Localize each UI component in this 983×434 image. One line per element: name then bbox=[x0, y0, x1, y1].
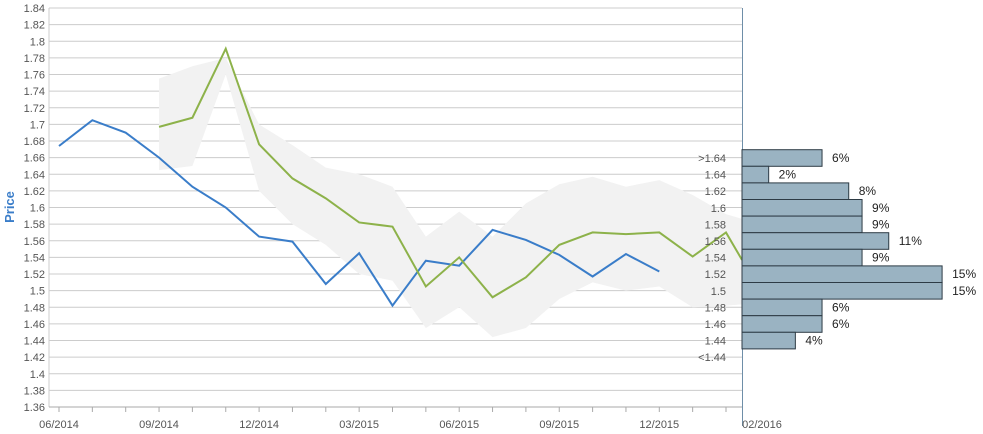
distribution-bars: >1.64 6% 1.64 2% 1.62 8% 1.6 9% 1.58 9% 1.56 11% 1.5… bbox=[698, 149, 976, 364]
distribution-percent-label: 6% bbox=[832, 317, 850, 331]
distribution-bar bbox=[741, 165, 770, 184]
y-tick-label: 1.72 bbox=[24, 103, 45, 115]
distribution-bin-label: 1.48 bbox=[705, 302, 726, 314]
distribution-percent-label: 9% bbox=[872, 251, 890, 265]
distribution-bar bbox=[741, 331, 796, 350]
y-tick-label: 1.78 bbox=[24, 53, 45, 65]
distribution-bar bbox=[741, 149, 823, 167]
distribution-bar bbox=[741, 199, 863, 217]
distribution-percent-label: 15% bbox=[952, 267, 976, 281]
distribution-bin-label: 1.5 bbox=[711, 286, 726, 298]
y-tick-label: 1.48 bbox=[24, 302, 45, 314]
distribution-bin-label: 1.6 bbox=[711, 203, 726, 215]
distribution-bar bbox=[741, 298, 823, 317]
y-tick-label: 1.54 bbox=[24, 252, 45, 264]
y-tick-label: 1.38 bbox=[24, 385, 45, 397]
distribution-bin-label: >1.64 bbox=[698, 153, 726, 165]
y-tick-label: 1.74 bbox=[24, 86, 45, 98]
y-tick-label: 1.76 bbox=[24, 70, 45, 82]
axes: 1.36 1.38 1.4 1.42 1.44 1.46 1.48 1.5 1.52 1.54 1.… bbox=[24, 3, 782, 431]
distribution-bar bbox=[741, 215, 863, 234]
y-tick-label: 1.52 bbox=[24, 269, 45, 281]
series-lines bbox=[58, 46, 743, 308]
forecast-band bbox=[159, 57, 742, 338]
y-tick-label: 1.46 bbox=[24, 319, 45, 331]
x-tick-label: 02/2016 bbox=[742, 419, 782, 431]
distribution-percent-label: 6% bbox=[832, 300, 850, 314]
forecast-band-area bbox=[159, 57, 742, 338]
distribution-bar bbox=[741, 182, 850, 200]
distribution-percent-label: 8% bbox=[859, 184, 877, 198]
x-tick-label: 12/2014 bbox=[239, 419, 279, 431]
x-tick-label: 09/2015 bbox=[539, 419, 579, 431]
y-tick-label: 1.42 bbox=[24, 352, 45, 364]
distribution-percent-label: 6% bbox=[832, 151, 850, 165]
y-tick-label: 1.62 bbox=[24, 186, 45, 198]
distribution-percent-label: 9% bbox=[872, 217, 890, 231]
series-line-2 bbox=[158, 46, 743, 299]
distribution-bin-label: 1.52 bbox=[705, 269, 726, 281]
distribution-percent-label: 4% bbox=[805, 334, 823, 348]
x-tick-label: 06/2015 bbox=[439, 419, 479, 431]
y-tick-label: 1.84 bbox=[24, 3, 45, 15]
y-tick-label: 1.56 bbox=[24, 236, 45, 248]
distribution-bin-label: 1.54 bbox=[705, 253, 726, 265]
distribution-bin-label: 1.62 bbox=[705, 186, 726, 198]
x-tick-label: 12/2015 bbox=[639, 419, 679, 431]
x-tick-label: 06/2014 bbox=[39, 419, 79, 431]
series-line-1 bbox=[58, 119, 660, 308]
distribution-bar bbox=[741, 282, 943, 300]
y-tick-label: 1.36 bbox=[24, 402, 45, 414]
distribution-percent-label: 11% bbox=[899, 234, 922, 248]
distribution-bar bbox=[741, 248, 863, 267]
x-tick-label: 09/2014 bbox=[139, 419, 179, 431]
y-tick-label: 1.66 bbox=[24, 153, 45, 165]
distribution-bin-label: 1.56 bbox=[705, 236, 726, 248]
y-axis-title: Price bbox=[2, 191, 17, 223]
distribution-percent-label: 2% bbox=[779, 168, 797, 182]
y-tick-label: 1.68 bbox=[24, 136, 45, 148]
distribution-bar bbox=[741, 265, 943, 283]
y-tick-label: 1.82 bbox=[24, 20, 45, 32]
distribution-percent-label: 9% bbox=[872, 201, 890, 215]
distribution-bin-label: 1.58 bbox=[705, 219, 726, 231]
y-tick-label: 1.64 bbox=[24, 169, 45, 181]
distribution-bin-label: 1.44 bbox=[705, 336, 726, 348]
distribution-bin-label: 1.46 bbox=[705, 319, 726, 331]
y-tick-label: 1.5 bbox=[30, 286, 45, 298]
distribution-bin-label: <1.44 bbox=[698, 352, 726, 364]
distribution-bar bbox=[741, 232, 890, 250]
x-tick-label: 03/2015 bbox=[339, 419, 379, 431]
y-tick-label: 1.58 bbox=[24, 219, 45, 231]
distribution-bin-label: 1.64 bbox=[705, 170, 726, 182]
y-tick-label: 1.6 bbox=[30, 203, 45, 215]
distribution-bar bbox=[741, 315, 823, 333]
y-tick-label: 1.44 bbox=[24, 336, 45, 348]
y-tick-label: 1.4 bbox=[30, 369, 45, 381]
y-tick-label: 1.8 bbox=[30, 36, 45, 48]
distribution-percent-label: 15% bbox=[952, 284, 976, 298]
y-tick-label: 1.7 bbox=[30, 119, 45, 131]
